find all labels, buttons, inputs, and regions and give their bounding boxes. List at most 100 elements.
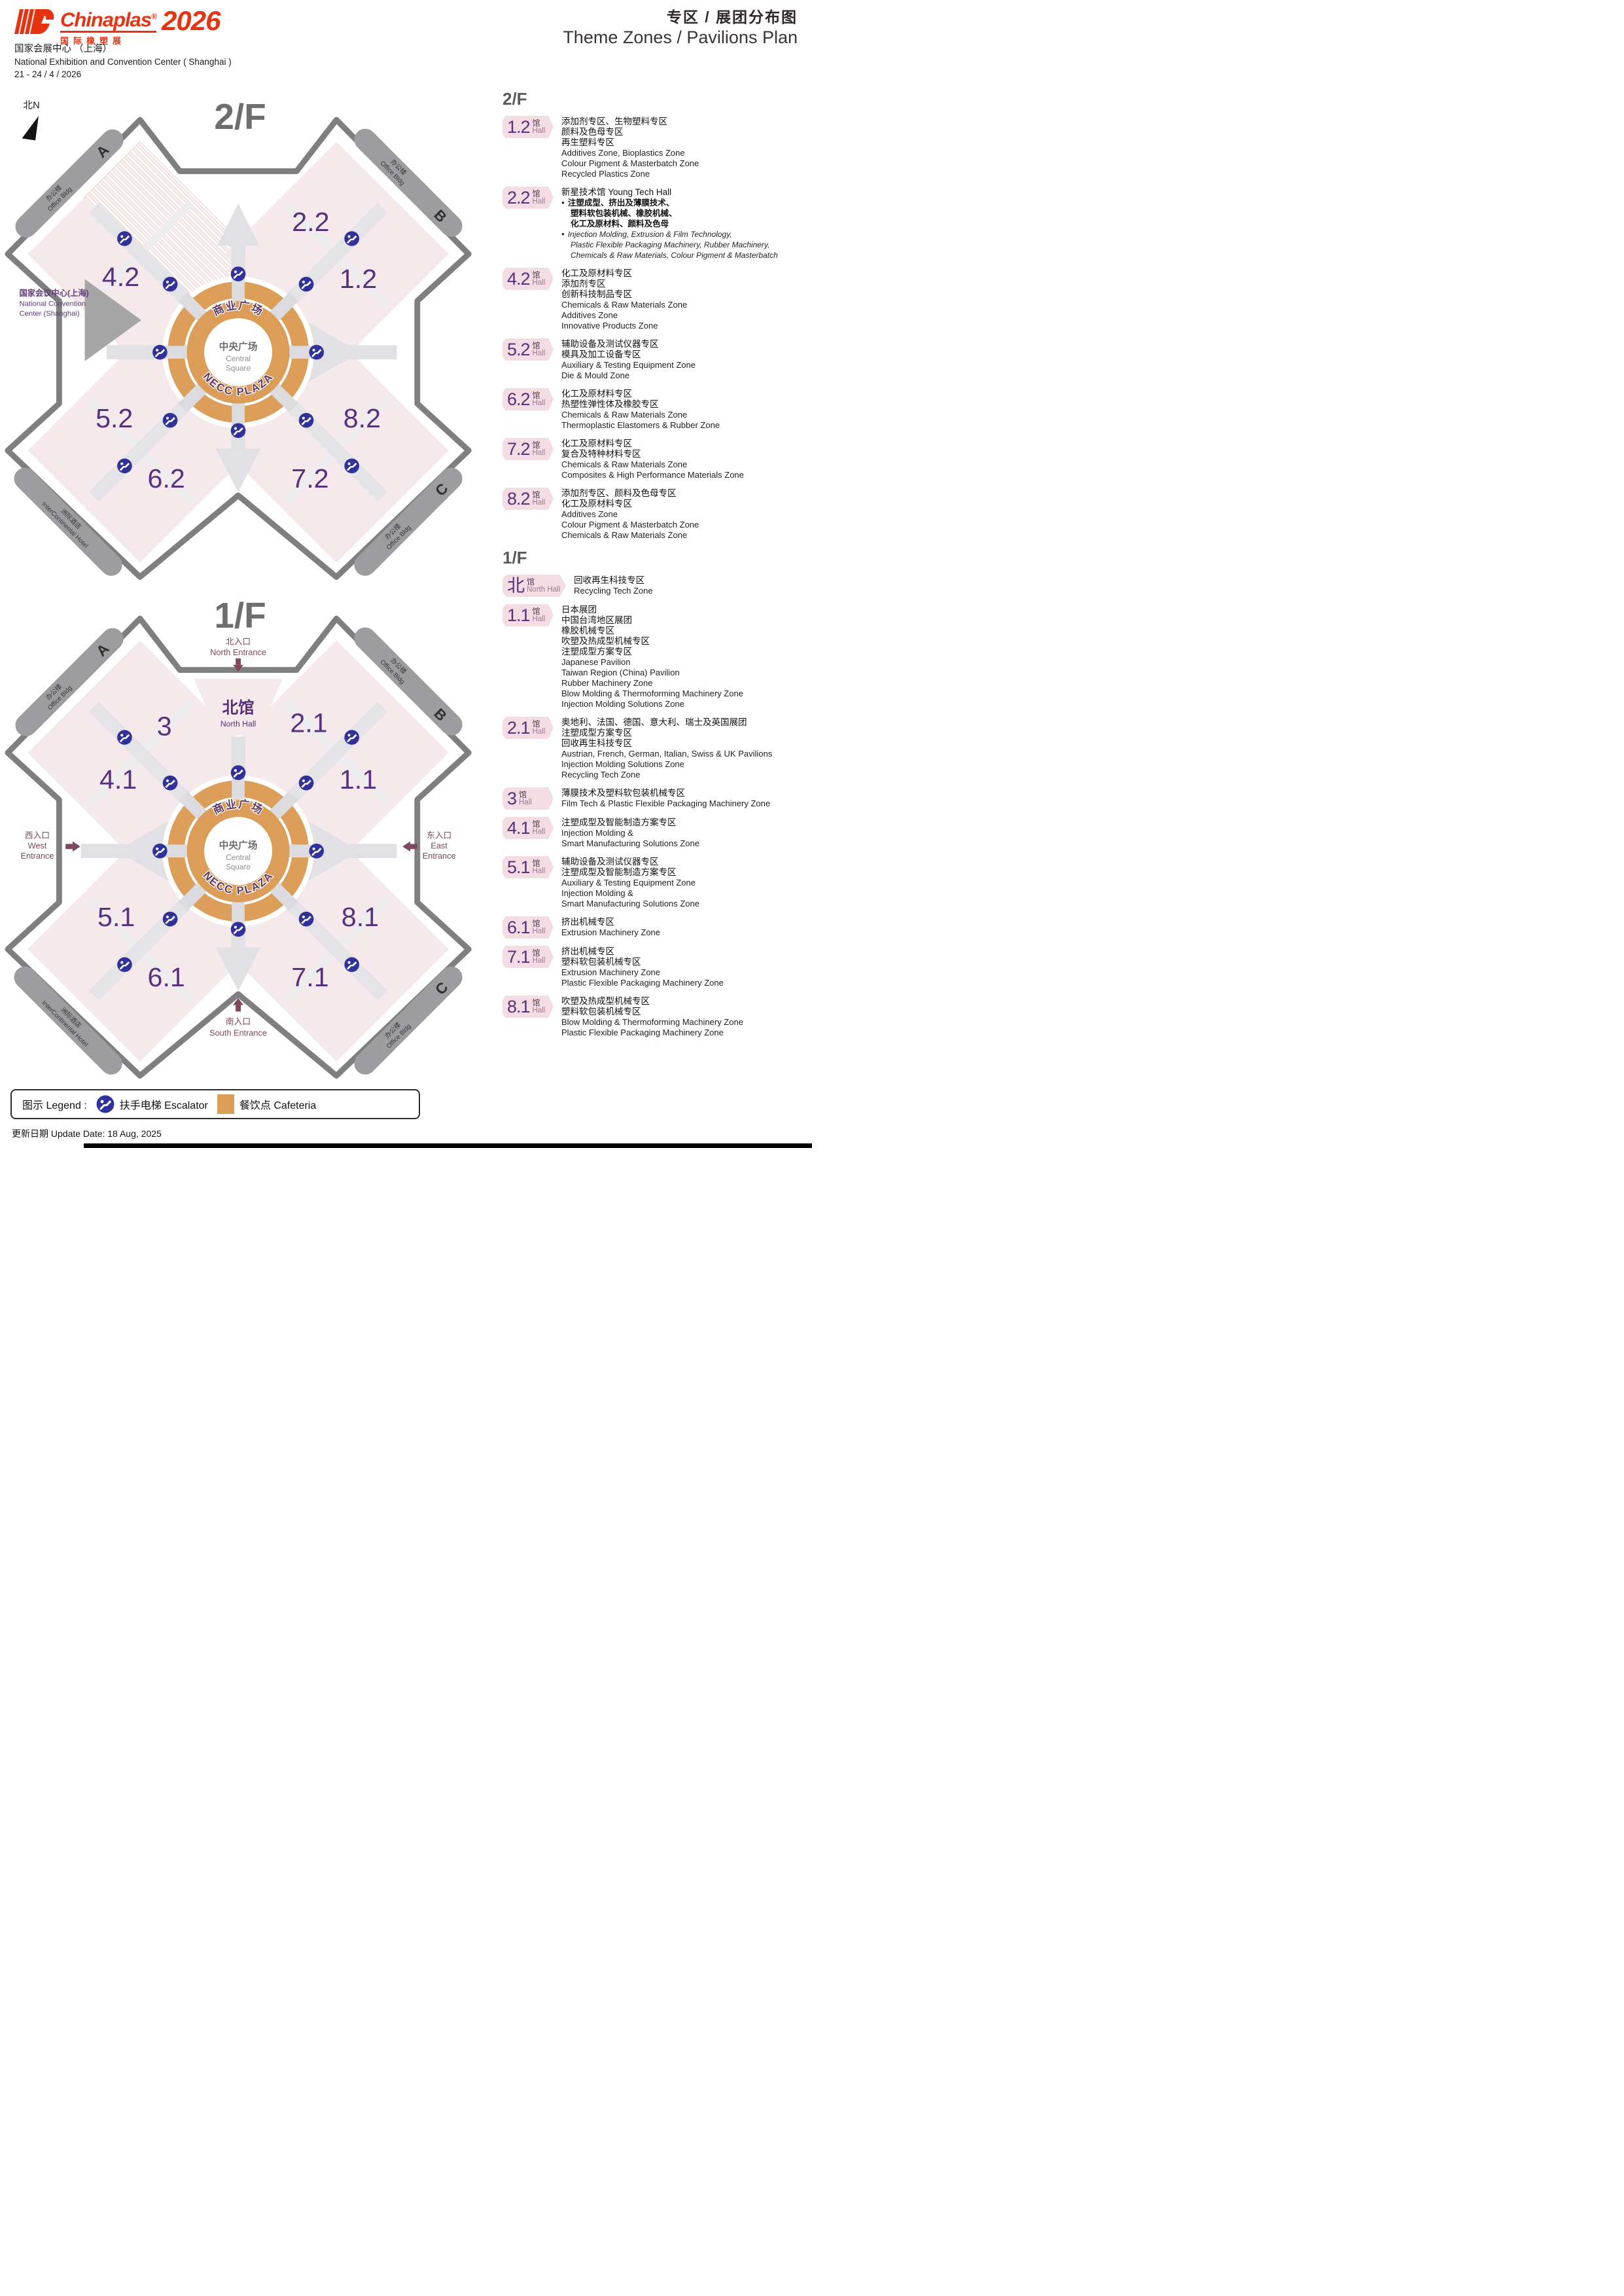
zone-line: 化工及原材料专区 <box>561 439 632 448</box>
escalator-icon <box>152 843 168 859</box>
office-bldg-b: 办公楼 Office Bldg B <box>354 128 463 237</box>
escalator-icon <box>309 344 325 360</box>
hall-entry: 7.2 馆 Hall 化工及原材料专区 复合及特种材料专区 Chemicals & Raw… <box>503 438 810 480</box>
zone-line: Plastic Flexible Packaging Machinery Zon… <box>561 978 724 988</box>
escalator-icon <box>162 911 178 927</box>
convention-center-area <box>84 279 141 361</box>
zone-line: Additives Zone <box>561 509 618 519</box>
svg-text:2.2: 2.2 <box>292 207 329 237</box>
svg-text:北N: 北N <box>23 99 39 111</box>
escalator-icon <box>309 843 325 859</box>
zone-line: Chemicals & Raw Materials Zone <box>561 459 688 469</box>
venue-en: National Exhibition and Convention Cente… <box>14 57 232 67</box>
zone-line: Film Tech & Plastic Flexible Packaging M… <box>561 798 771 808</box>
zone-line: 新星技术馆 Young Tech Hall <box>561 187 672 197</box>
zone-line: Smart Manufacturing Solutions Zone <box>561 838 699 848</box>
svg-text:5.2: 5.2 <box>96 403 133 433</box>
svg-text:1.2: 1.2 <box>340 264 377 294</box>
zone-line: Injection Molding & <box>561 828 633 838</box>
ncc-label: 国家会议中心(上海) National Convention Center (S… <box>20 288 89 317</box>
zone-line: 挤出机械专区 <box>561 946 614 956</box>
hall-entry: 1.2 馆 Hall 添加剂专区、生物塑料专区 颜料及色母专区 再生塑料专区 Additiv… <box>503 116 810 179</box>
svg-text:East: East <box>431 840 448 850</box>
north-hall-label: 北馆 North Hall <box>221 698 256 728</box>
hall-badge: 2.2 馆 Hall <box>503 187 554 209</box>
hall-entry: 6.1 馆 Hall 挤出机械专区 Extrusion Machinery Zone <box>503 916 810 939</box>
escalator-icon <box>230 423 246 439</box>
svg-text:3: 3 <box>157 711 172 742</box>
svg-text:Square: Square <box>226 863 251 872</box>
venue-cn: 国家会展中心 （上海） <box>14 44 113 54</box>
hall-entry: 5.1 馆 Hall 辅助设备及测试仪器专区 注塑成型及智能制造方案专区 Auxiliar… <box>503 856 810 909</box>
arrow-right-icon <box>65 841 80 852</box>
escalator-icon <box>117 957 132 973</box>
zone-line: 注塑成型及智能制造方案专区 <box>561 817 677 827</box>
logo-marks-icon <box>14 9 54 34</box>
svg-text:7.1: 7.1 <box>291 962 328 992</box>
hall-number-labels: 3 2.1 4.1 1.1 5.1 8.1 6.1 7.1 <box>97 708 379 992</box>
escalator-icon <box>344 458 360 474</box>
svg-text:North Hall: North Hall <box>221 719 256 728</box>
zone-line: Austrian, French, German, Italian, Swiss… <box>561 749 773 759</box>
hall-badge: 4.2 馆 Hall <box>503 268 554 290</box>
necc-plaza: 商业广场 NECC PLAZA 中央广场 Central Square <box>160 772 317 929</box>
hall-badge: 4.1 馆 Hall <box>503 817 554 839</box>
zone-line: Chemicals & Raw Materials Zone <box>561 410 688 420</box>
svg-text:6.1: 6.1 <box>148 962 185 992</box>
east-entrance: 东入口 East Entrance <box>402 831 456 861</box>
zone-line: 化工及原材料专区 <box>561 268 632 278</box>
zone-line: 挤出机械专区 <box>561 917 614 927</box>
hall-badge: 7.2 馆 Hall <box>503 438 554 460</box>
floor2-hall-list: 1.2 馆 Hall 添加剂专区、生物塑料专区 颜料及色母专区 再生塑料专区 Additiv… <box>503 116 810 541</box>
hall-badge: 7.1 馆 Hall <box>503 946 554 968</box>
floor2-list-title: 2/F <box>503 89 527 109</box>
office-bldg-c: 办公楼 Office Bldg C <box>354 966 463 1075</box>
zone-line: 注塑成型方案专区 <box>561 728 632 738</box>
svg-text:6.2: 6.2 <box>148 463 185 493</box>
zone-line: Innovative Products Zone <box>561 321 658 331</box>
zone-line: Japanese Pavilion <box>561 657 631 667</box>
hall-badge: 5.1 馆 Hall <box>503 856 554 878</box>
chinaplas-logo: Chinaplas® 国际橡塑展 2026 <box>14 7 221 46</box>
zone-line: 橡胶机械专区 <box>561 626 614 636</box>
zone-line: 注塑成型方案专区 <box>561 647 632 656</box>
escalator-icon <box>96 1095 115 1113</box>
svg-text:1.1: 1.1 <box>340 764 377 795</box>
zone-line: 塑料软包装机械专区 <box>561 1007 641 1016</box>
corridors <box>86 698 391 1003</box>
zone-line: Thermoplastic Elastomers & Rubber Zone <box>561 420 720 430</box>
zone-line: Colour Pigment & Masterbatch Zone <box>561 520 699 529</box>
svg-text:中央广场: 中央广场 <box>219 340 258 352</box>
zone-line: Blow Molding & Thermoforming Machinery Z… <box>561 1017 743 1027</box>
svg-text:South Entrance: South Entrance <box>209 1028 267 1038</box>
zone-line: 颜料及色母专区 <box>561 127 624 137</box>
hall-entry: 北馆 North Hall 回收再生科技专区 Recycling Tech Zone <box>503 575 810 597</box>
zone-line: Composites & High Performance Materials … <box>561 470 744 480</box>
svg-text:东入口: 东入口 <box>427 831 451 840</box>
zone-line: 热塑性弹性体及橡胶专区 <box>561 399 659 409</box>
cafeteria-swatch <box>217 1094 234 1114</box>
zone-line: 化工及原材料、颜料及色母 <box>571 219 669 228</box>
zone-line: 辅助设备及测试仪器专区 <box>561 339 659 349</box>
escalator-icon <box>162 276 178 292</box>
svg-text:4.2: 4.2 <box>102 262 139 292</box>
north-entrance: 北入口 North Entrance <box>210 636 266 672</box>
zone-line: 模具及加工设备专区 <box>561 350 641 359</box>
svg-text:Central: Central <box>226 355 251 363</box>
arrow-left-icon <box>402 841 417 852</box>
zone-line: 回收再生科技专区 <box>561 738 632 748</box>
legend-label: 图示 Legend : <box>22 1100 87 1111</box>
floor1-title: 1/F <box>214 595 266 636</box>
zone-line: Auxiliary & Testing Equipment Zone <box>561 878 696 888</box>
event-dates: 21 - 24 / 4 / 2026 <box>14 69 82 79</box>
svg-text:北入口: 北入口 <box>226 636 251 646</box>
zone-line: Recycling Tech Zone <box>574 586 653 596</box>
hall-entry: 6.2 馆 Hall 化工及原材料专区 热塑性弹性体及橡胶专区 Chemicals & R… <box>503 388 810 431</box>
svg-text:2.1: 2.1 <box>290 708 327 738</box>
hall-entry: 5.2 馆 Hall 辅助设备及测试仪器专区 模具及加工设备专区 Auxiliary & … <box>503 338 810 381</box>
svg-text:North Entrance: North Entrance <box>210 647 266 657</box>
hall-entry: 8.2 馆 Hall 添加剂专区、颜料及色母专区 化工及原材料专区 Additives Z… <box>503 488 810 541</box>
zone-line: 奥地利、法国、德国、意大利、瑞士及英国展团 <box>561 717 747 727</box>
svg-text:8.2: 8.2 <box>344 403 381 433</box>
zone-line: 辅助设备及测试仪器专区 <box>561 857 659 867</box>
